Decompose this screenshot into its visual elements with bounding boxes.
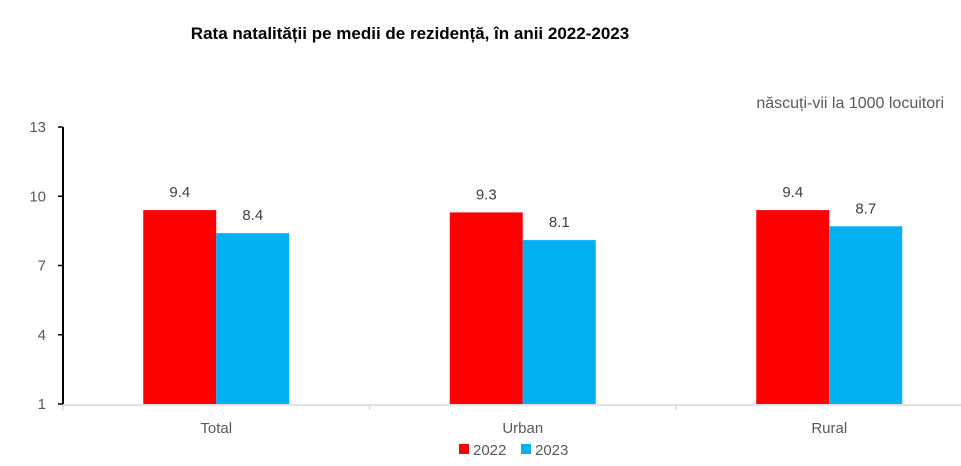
x-axis: Total Urban Rural [62,404,961,437]
data-label: 8.1 [549,214,570,231]
y-tick-label: 13 [29,119,46,136]
category-label: Urban [502,420,543,437]
category-label: Rural [811,420,847,437]
category-label: Total [200,420,232,437]
bar-2022-total [143,210,217,404]
bar-2023-total [216,233,290,404]
unit-label: născuți-vii la 1000 locuitori [756,95,944,112]
data-label: 9.3 [476,186,497,203]
chart-title: Rata natalității pe medii de rezidență, … [191,24,629,43]
y-tick-label: 1 [38,396,46,413]
y-tick-label: 10 [29,188,46,205]
legend-label: 2023 [535,442,568,459]
legend-swatch-2022 [459,444,469,454]
data-label: 9.4 [169,184,190,201]
bar-2022-rural [756,210,830,404]
y-tick-label: 7 [38,258,46,275]
data-label: 9.4 [782,184,803,201]
legend-swatch-2023 [521,444,531,454]
data-label: 8.4 [242,207,263,224]
legend: 2022 2023 [459,442,568,459]
bar-2023-rural [829,226,903,404]
bars: 9.4 8.4 9.3 8.1 9.4 8.7 [143,184,903,404]
bar-2023-urban [522,240,596,404]
y-axis: 1 4 7 10 13 [29,119,64,413]
bar-2022-urban [449,212,523,404]
y-tick-label: 4 [38,327,46,344]
data-label: 8.7 [855,200,876,217]
legend-label: 2022 [473,442,506,459]
